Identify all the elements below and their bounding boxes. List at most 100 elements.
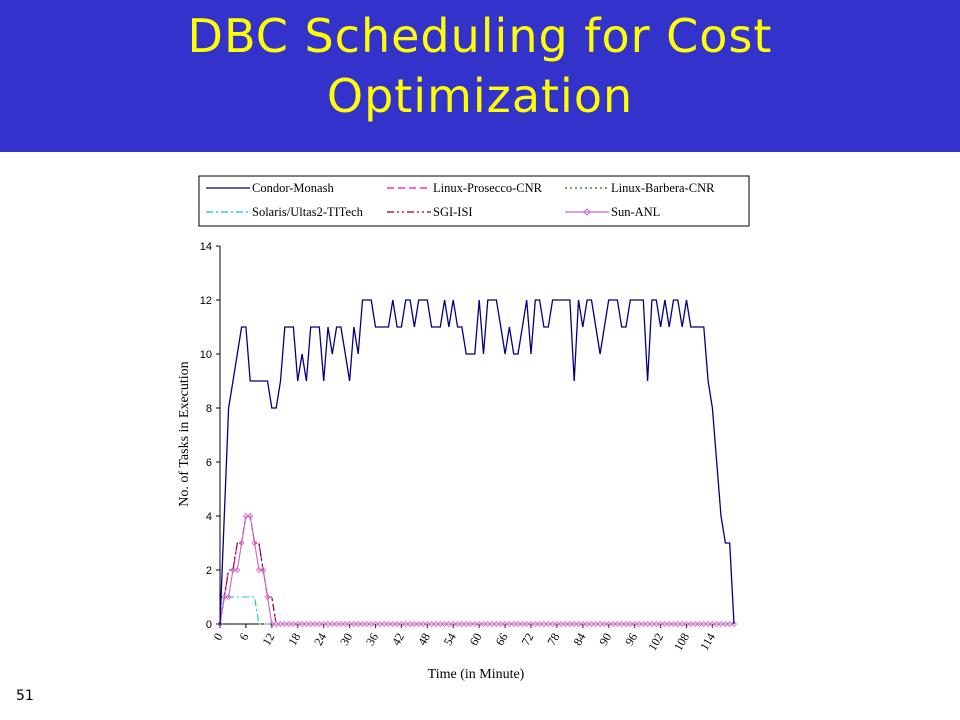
data-point bbox=[601, 620, 608, 628]
series-line-sgi-isi bbox=[219, 515, 734, 625]
x-tick-label: 0 bbox=[210, 631, 225, 643]
data-point bbox=[502, 620, 509, 628]
x-tick-label: 84 bbox=[570, 631, 588, 648]
data-point bbox=[467, 620, 474, 628]
series-line-condor-monash bbox=[219, 299, 735, 625]
legend-label: SGI-ISI bbox=[433, 205, 473, 219]
data-point bbox=[294, 620, 301, 628]
data-point bbox=[471, 620, 478, 628]
data-point bbox=[631, 620, 638, 628]
x-tick-label: 42 bbox=[389, 631, 407, 648]
data-point bbox=[333, 620, 340, 628]
data-point bbox=[605, 620, 612, 628]
data-point bbox=[286, 620, 293, 628]
data-point bbox=[299, 620, 306, 628]
x-tick-label: 114 bbox=[697, 631, 718, 653]
data-point bbox=[458, 620, 465, 628]
data-point bbox=[437, 620, 444, 628]
y-tick-label: 0 bbox=[206, 619, 212, 631]
y-tick-label: 2 bbox=[206, 565, 212, 577]
data-point bbox=[376, 620, 383, 628]
data-point bbox=[506, 620, 513, 628]
y-axis-label: No. of Tasks in Execution bbox=[177, 361, 192, 506]
data-point bbox=[545, 620, 552, 628]
data-point bbox=[346, 620, 353, 628]
data-point bbox=[566, 620, 573, 628]
data-point bbox=[242, 512, 249, 520]
legend-item-linux-barbera-cnr: Linux-Barbera-CNR bbox=[565, 181, 715, 195]
data-point bbox=[497, 620, 504, 628]
legend-item-sun-anl: Sun-ANL bbox=[565, 205, 660, 219]
data-point bbox=[221, 593, 228, 601]
data-point bbox=[303, 620, 310, 628]
legend-item-solaris-ultas2-titech: Solaris/Ultas2-TITech bbox=[206, 205, 364, 219]
data-point bbox=[406, 620, 414, 628]
data-point bbox=[368, 620, 375, 628]
x-tick-label: 90 bbox=[596, 631, 614, 648]
legend-box bbox=[198, 175, 750, 227]
data-point bbox=[592, 620, 599, 628]
data-point bbox=[264, 593, 271, 601]
legend-label: Condor-Monash bbox=[252, 181, 334, 195]
y-tick-label: 4 bbox=[206, 511, 212, 523]
data-point bbox=[558, 620, 565, 628]
x-tick-label: 36 bbox=[363, 631, 381, 648]
data-point bbox=[415, 620, 422, 628]
x-tick-label: 24 bbox=[311, 631, 329, 648]
y-tick-label: 8 bbox=[206, 403, 212, 415]
series-linux-prosecco-cnr bbox=[219, 515, 734, 625]
data-point bbox=[255, 566, 262, 574]
data-point bbox=[726, 620, 733, 628]
data-point bbox=[670, 620, 677, 628]
data-point bbox=[225, 593, 232, 601]
legend-label: Linux-Barbera-CNR bbox=[611, 181, 715, 195]
data-point bbox=[480, 620, 487, 628]
series-line-linux-barbera-cnr bbox=[219, 515, 734, 625]
data-point bbox=[584, 620, 591, 628]
title-bar bbox=[0, 0, 960, 152]
x-tick-label: 96 bbox=[622, 631, 640, 648]
data-point bbox=[372, 620, 379, 628]
data-point bbox=[661, 620, 668, 628]
x-tick-label: 78 bbox=[544, 631, 562, 648]
data-point bbox=[549, 620, 556, 628]
x-tick-label: 66 bbox=[493, 631, 511, 648]
data-point bbox=[247, 512, 254, 520]
data-point bbox=[536, 620, 543, 628]
data-point bbox=[441, 620, 448, 628]
chart-plot-area bbox=[216, 299, 738, 628]
data-point bbox=[527, 620, 535, 628]
data-point bbox=[692, 620, 699, 628]
data-point bbox=[700, 620, 707, 628]
data-point bbox=[424, 620, 431, 628]
legend-label: Sun-ANL bbox=[611, 205, 660, 219]
data-point bbox=[717, 620, 725, 628]
data-point bbox=[450, 620, 457, 628]
data-point bbox=[666, 620, 673, 628]
data-point bbox=[273, 620, 280, 628]
data-point bbox=[713, 620, 720, 628]
data-point bbox=[337, 620, 345, 628]
data-point bbox=[350, 620, 357, 628]
slide-title: DBC Scheduling for Cost Optimization bbox=[0, 6, 960, 126]
x-tick-label: 108 bbox=[671, 631, 692, 654]
data-point bbox=[290, 620, 297, 628]
x-axis-label: Time (in Minute) bbox=[428, 667, 525, 682]
data-point bbox=[640, 620, 647, 628]
legend-item-sgi-isi: SGI-ISI bbox=[387, 205, 473, 219]
data-point bbox=[307, 620, 314, 628]
data-point bbox=[609, 620, 617, 628]
y-tick-label: 12 bbox=[200, 295, 212, 307]
data-point bbox=[722, 620, 729, 628]
x-tick-label: 54 bbox=[441, 631, 459, 648]
data-point bbox=[644, 620, 651, 628]
x-tick-label: 12 bbox=[259, 631, 277, 648]
data-point bbox=[428, 620, 435, 628]
data-point bbox=[445, 620, 452, 628]
data-point bbox=[635, 620, 643, 628]
data-point bbox=[363, 620, 370, 628]
data-point bbox=[277, 620, 284, 628]
legend-label: Linux-Prosecco-CNR bbox=[433, 181, 543, 195]
